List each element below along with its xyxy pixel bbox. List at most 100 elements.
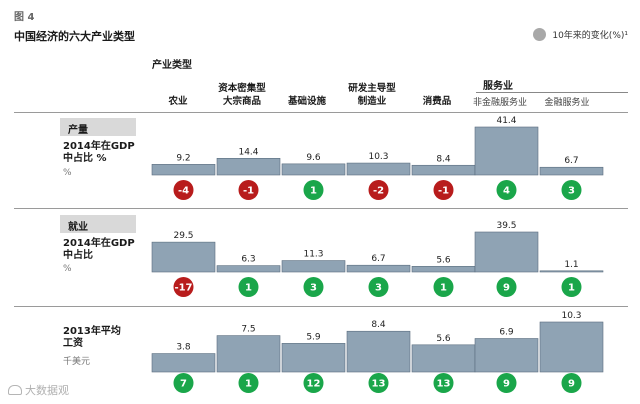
row-label-output: 2014年在GDP 中占比 %	[63, 141, 135, 164]
row-label-wages: 2013年平均 工资	[63, 326, 121, 349]
divider-top	[14, 112, 628, 113]
bar-0-5	[474, 126, 539, 176]
change-badge-2-1	[238, 373, 259, 393]
value-label-1-2: 11.3	[303, 250, 323, 260]
change-badge-0-5	[496, 180, 517, 200]
change-label-1-0: -17	[174, 283, 192, 294]
change-badge-2-2	[303, 373, 324, 393]
bar-0-1	[216, 158, 281, 176]
change-badge-2-0	[173, 373, 194, 393]
legend-dot-icon	[533, 28, 547, 41]
row-unit-wages: 千美元	[63, 357, 91, 367]
change-badge-1-2	[303, 277, 324, 297]
bar-2-0	[151, 353, 216, 373]
change-label-2-2: 12	[307, 379, 321, 390]
change-badge-0-6	[561, 180, 582, 200]
services-header: 服务业	[483, 81, 513, 92]
row-unit-output: %	[63, 168, 72, 178]
bar-0-2	[281, 163, 346, 176]
value-label-1-1: 6.3	[241, 255, 255, 265]
value-label-0-4: 8.4	[436, 154, 451, 164]
bar-2-5	[474, 338, 539, 373]
bar-2-1	[216, 335, 281, 373]
column-header-infrastructure: 基础设施	[287, 96, 326, 107]
bar-1-1	[216, 265, 281, 273]
figure-label: 图 4	[14, 12, 35, 23]
column-header-non-financial-services: 非金融服务业	[472, 98, 527, 108]
value-label-2-4: 5.6	[436, 334, 451, 344]
change-label-0-2: 1	[310, 186, 317, 197]
divider-middle	[14, 208, 628, 209]
value-label-1-5: 39.5	[496, 221, 516, 231]
legend: 10年来的变化(%)¹	[533, 28, 628, 41]
legend-label: 10年来的变化(%)¹	[552, 31, 628, 41]
watermark-logo-icon	[8, 385, 22, 395]
change-label-0-0: -4	[178, 186, 189, 197]
change-label-2-4: 13	[437, 379, 451, 390]
change-badge-0-0	[173, 180, 194, 200]
change-label-0-4: -1	[438, 186, 449, 197]
change-badge-1-6	[561, 277, 582, 297]
value-label-0-3: 10.3	[368, 152, 388, 162]
bar-1-5	[474, 231, 539, 273]
value-label-0-6: 6.7	[564, 156, 578, 166]
watermark: 大数据观	[8, 382, 69, 398]
change-label-1-4: 1	[440, 283, 447, 294]
value-label-2-3: 8.4	[371, 320, 386, 330]
change-label-2-6: 9	[568, 379, 575, 390]
change-badge-0-3	[368, 180, 389, 200]
value-label-0-2: 9.6	[306, 153, 321, 163]
chart-title: 中国经济的六大产业类型	[14, 30, 135, 43]
change-badge-1-0	[173, 277, 194, 297]
section-tag-employment: 就业	[60, 215, 136, 233]
bar-2-3	[346, 330, 411, 373]
change-label-2-5: 9	[503, 379, 510, 390]
change-label-1-6: 1	[568, 283, 575, 294]
section-tag-output: 产量	[60, 118, 136, 136]
change-badge-1-3	[368, 277, 389, 297]
change-label-1-3: 3	[375, 283, 382, 294]
value-label-1-0: 29.5	[173, 231, 193, 241]
change-badge-1-4	[433, 277, 454, 297]
bar-1-0	[151, 241, 216, 273]
change-badge-2-3	[368, 373, 389, 393]
bar-2-4	[411, 344, 476, 373]
bar-1-4	[411, 266, 476, 273]
change-badge-0-4	[433, 180, 454, 200]
value-label-0-0: 9.2	[176, 153, 190, 163]
value-label-2-2: 5.9	[306, 332, 321, 342]
change-badge-0-1	[238, 180, 259, 200]
column-header-rd-manufacturing: 研发主导型 制造业	[348, 83, 396, 107]
bar-1-6	[539, 270, 604, 273]
value-label-0-1: 14.4	[238, 147, 258, 157]
change-badge-1-5	[496, 277, 517, 297]
value-label-2-0: 3.8	[176, 343, 191, 353]
row-label-employment: 2014年在GDP 中占比	[63, 238, 135, 261]
column-header-financial-services: 金融服务业	[544, 98, 590, 108]
value-label-1-6: 1.1	[564, 260, 578, 270]
bar-0-6	[539, 166, 604, 176]
column-header-agriculture: 农业	[168, 96, 188, 107]
value-label-1-4: 5.6	[436, 255, 451, 265]
change-badge-0-2	[303, 180, 324, 200]
bar-0-0	[151, 164, 216, 176]
bar-1-2	[281, 260, 346, 273]
value-label-1-3: 6.7	[371, 254, 385, 264]
change-label-1-5: 9	[503, 283, 510, 294]
change-badge-2-6	[561, 373, 582, 393]
bar-0-3	[346, 162, 411, 176]
bar-1-3	[346, 264, 411, 273]
column-header-consumer-goods: 消费品	[422, 96, 452, 107]
change-badge-1-1	[238, 277, 259, 297]
change-label-2-0: 7	[180, 379, 187, 390]
change-badge-2-4	[433, 373, 454, 393]
column-header-capital-intensive: 资本密集型 大宗商品	[218, 83, 266, 107]
change-label-0-3: -2	[373, 186, 384, 197]
change-label-0-6: 3	[568, 186, 575, 197]
change-label-2-1: 1	[245, 379, 252, 390]
row-unit-employment: %	[63, 264, 72, 274]
change-badge-2-5	[496, 373, 517, 393]
bar-2-6	[539, 321, 604, 373]
bar-0-4	[411, 164, 476, 176]
